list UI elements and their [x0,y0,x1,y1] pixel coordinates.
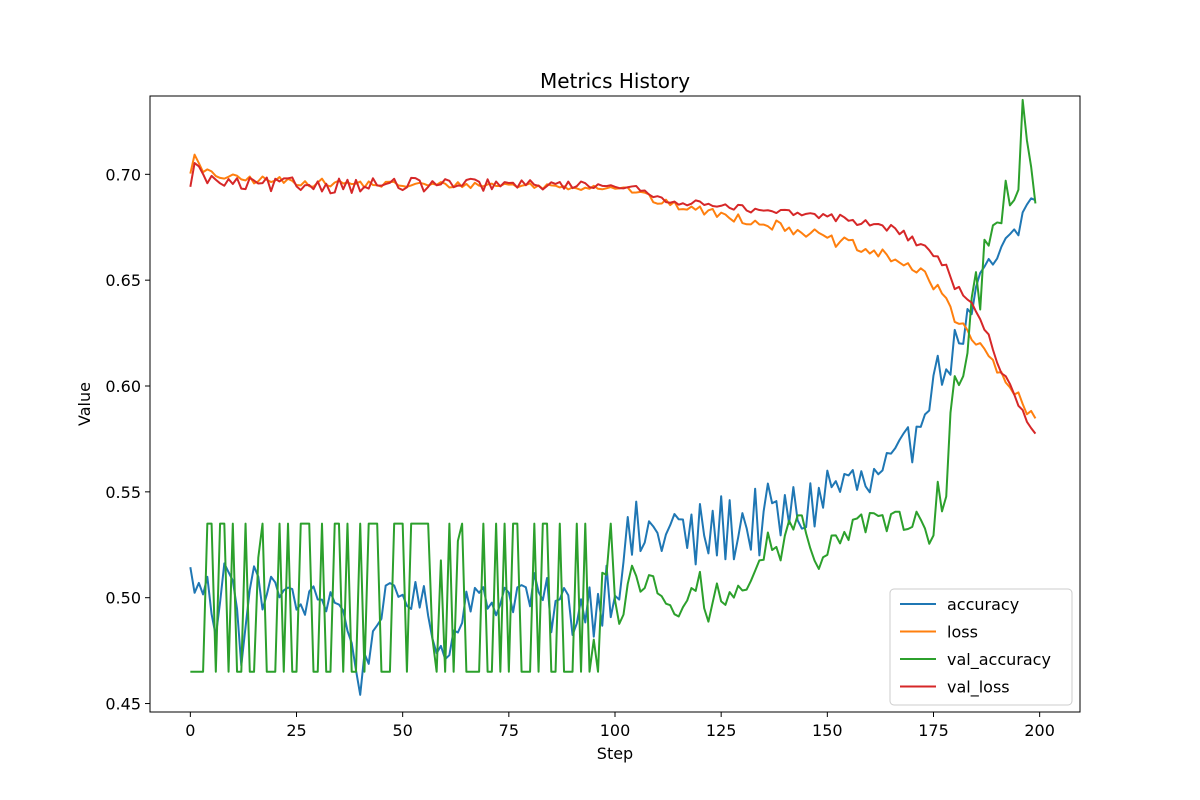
x-tick-label: 175 [918,721,949,740]
x-tick-label: 125 [706,721,737,740]
x-tick-label: 200 [1024,721,1055,740]
legend-box [889,588,1073,706]
y-tick-label: 0.65 [105,271,141,290]
x-tick-label: 50 [392,721,412,740]
y-tick-label: 0.50 [105,589,141,608]
y-tick-label: 0.60 [105,377,141,396]
legend-label: val_accuracy [947,650,1051,670]
x-tick-label: 100 [600,721,631,740]
x-tick-label: 150 [812,721,843,740]
y-tick-label: 0.45 [105,695,141,714]
series-line-val-accuracy [190,98,1037,673]
x-axis-ticks: 0 25 50 75 100 125 150 175 200 [185,712,1055,740]
series-line-val-loss [189,162,1037,435]
legend: accuracy loss val_accuracy val_loss [889,588,1073,706]
legend-label: loss [947,623,978,642]
x-tick-label: 0 [185,721,195,740]
y-tick-label: 0.55 [105,483,141,502]
legend-label: accuracy [947,595,1019,614]
series-line-loss [189,153,1037,419]
y-axis-label: Value [75,382,94,426]
y-tick-label: 0.70 [105,165,141,184]
y-axis-ticks: 0.45 0.50 0.55 0.60 0.65 0.70 [105,165,150,714]
series-line-accuracy [189,197,1036,696]
series-layer [189,98,1037,696]
x-axis-label: Step [597,744,633,763]
legend-label: val_loss [947,678,1010,698]
x-tick-label: 25 [286,721,306,740]
chart-title: Metrics History [540,69,690,93]
x-tick-label: 75 [499,721,519,740]
